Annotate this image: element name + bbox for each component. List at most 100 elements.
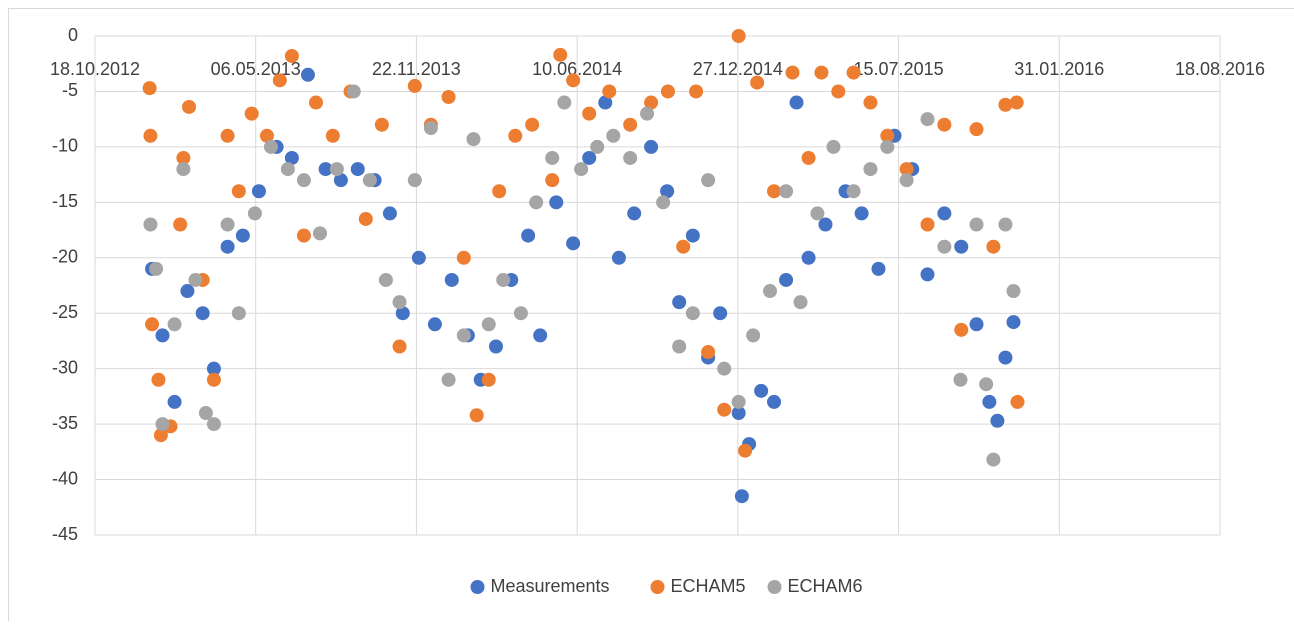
point (937, 206, 951, 220)
point (545, 151, 559, 165)
point (173, 218, 187, 232)
point (236, 229, 250, 243)
point (309, 96, 323, 110)
point (529, 195, 543, 209)
point (937, 240, 951, 254)
point (717, 403, 731, 417)
y-tick-label: -35 (52, 413, 78, 433)
point (582, 107, 596, 121)
legend-marker (651, 580, 665, 594)
point (1006, 315, 1020, 329)
point (301, 68, 315, 82)
legend-label: Measurements (491, 576, 610, 596)
point (393, 339, 407, 353)
point (606, 129, 620, 143)
point (746, 328, 760, 342)
point (482, 373, 496, 387)
point (814, 66, 828, 80)
point (424, 121, 438, 135)
point (145, 317, 159, 331)
x-tick-label: 31.01.2016 (1014, 59, 1104, 79)
point (847, 66, 861, 80)
y-tick-label: -30 (52, 357, 78, 377)
point (273, 73, 287, 87)
point (998, 218, 1012, 232)
point (457, 328, 471, 342)
point (143, 81, 157, 95)
point (466, 132, 480, 146)
point (786, 66, 800, 80)
point (921, 112, 935, 126)
point (802, 251, 816, 265)
point (232, 306, 246, 320)
point (717, 362, 731, 376)
point (982, 395, 996, 409)
y-tick-label: -20 (52, 247, 78, 267)
legend-label: ECHAM6 (788, 576, 863, 596)
point (1011, 395, 1025, 409)
point (732, 395, 746, 409)
point (496, 273, 510, 287)
point (863, 162, 877, 176)
point (767, 395, 781, 409)
point (921, 267, 935, 281)
point (143, 218, 157, 232)
point (363, 173, 377, 187)
point (442, 90, 456, 104)
point (831, 84, 845, 98)
point (566, 73, 580, 87)
point (863, 96, 877, 110)
point (408, 79, 422, 93)
point (871, 262, 885, 276)
point (207, 417, 221, 431)
point (379, 273, 393, 287)
point (779, 273, 793, 287)
point (285, 49, 299, 63)
point (525, 118, 539, 132)
point (686, 306, 700, 320)
point (489, 339, 503, 353)
point (701, 173, 715, 187)
point (986, 240, 1000, 254)
point (735, 489, 749, 503)
point (672, 295, 686, 309)
point (855, 206, 869, 220)
point (492, 184, 506, 198)
point (954, 240, 968, 254)
point (623, 151, 637, 165)
point (880, 140, 894, 154)
y-tick-label: -25 (52, 302, 78, 322)
point (151, 373, 165, 387)
point (640, 107, 654, 121)
x-tick-label: 15.07.2015 (854, 59, 944, 79)
point (701, 345, 715, 359)
x-tick-label: 18.10.2012 (50, 59, 140, 79)
y-tick-label: 0 (68, 25, 78, 45)
point (149, 262, 163, 276)
point (221, 240, 235, 254)
x-tick-label: 06.05.2013 (211, 59, 301, 79)
point (557, 96, 571, 110)
point (732, 29, 746, 43)
point (676, 240, 690, 254)
point (1006, 284, 1020, 298)
point (383, 206, 397, 220)
point (508, 129, 522, 143)
y-tick-label: -10 (52, 136, 78, 156)
point (549, 195, 563, 209)
point (330, 162, 344, 176)
point (986, 453, 1000, 467)
point (545, 173, 559, 187)
point (566, 236, 580, 250)
point (326, 129, 340, 143)
point (627, 206, 641, 220)
point (143, 129, 157, 143)
point (689, 84, 703, 98)
point (970, 122, 984, 136)
point (533, 328, 547, 342)
point (188, 273, 202, 287)
point (574, 162, 588, 176)
point (802, 151, 816, 165)
point (754, 384, 768, 398)
